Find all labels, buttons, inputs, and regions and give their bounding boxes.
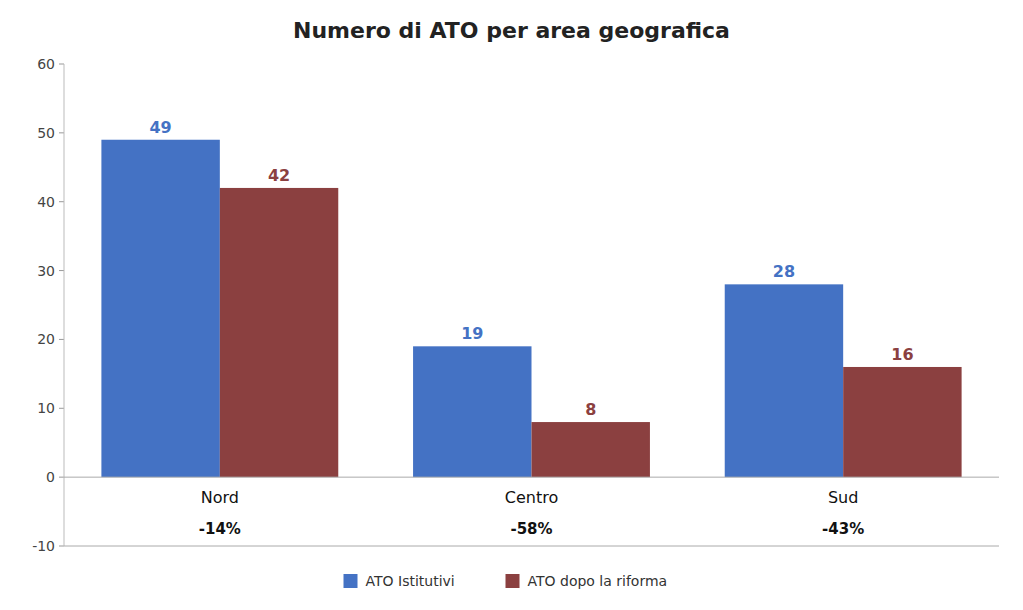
category-label: Centro xyxy=(505,488,558,507)
legend-swatch xyxy=(506,574,520,588)
data-label: 28 xyxy=(773,262,795,281)
y-tick xyxy=(59,339,64,340)
zero-line xyxy=(64,477,999,478)
y-tick xyxy=(59,270,64,271)
bar xyxy=(220,188,338,477)
y-tick xyxy=(59,546,64,547)
y-axis: -10 0 10 20 30 40 50 60 xyxy=(32,56,64,554)
annotation: -43% xyxy=(822,520,864,538)
data-label: 16 xyxy=(891,345,913,364)
bar xyxy=(413,346,531,477)
annotation: -58% xyxy=(510,520,552,538)
y-tick-label: 40 xyxy=(37,194,55,210)
y-tick-label: 30 xyxy=(37,263,55,279)
annotation: -14% xyxy=(199,520,241,538)
y-tick-label: 10 xyxy=(37,400,55,416)
bar xyxy=(532,422,650,477)
legend-label: ATO Istitutivi xyxy=(366,573,455,589)
y-tick xyxy=(59,201,64,202)
y-tick-label: 60 xyxy=(37,56,55,72)
legend-label: ATO dopo la riforma xyxy=(528,573,668,589)
category-label: Sud xyxy=(828,488,858,507)
data-label: 19 xyxy=(461,324,483,343)
y-tick xyxy=(59,477,64,478)
bar xyxy=(843,367,961,477)
legend: ATO Istitutivi ATO dopo la riforma xyxy=(344,573,668,589)
data-label: 42 xyxy=(268,166,290,185)
y-tick-label: -10 xyxy=(32,538,55,554)
y-tick xyxy=(59,408,64,409)
legend-swatch xyxy=(344,574,358,588)
title: Numero di ATO per area geografica xyxy=(293,18,730,43)
x-axis-line xyxy=(64,546,999,547)
y-tick xyxy=(59,132,64,133)
bars xyxy=(101,140,961,477)
data-label: 49 xyxy=(149,118,171,137)
bar xyxy=(101,140,219,477)
category-label: Nord xyxy=(201,488,239,507)
y-tick-label: 0 xyxy=(46,469,55,485)
y-tick xyxy=(59,64,64,65)
y-tick-label: 50 xyxy=(37,125,55,141)
y-tick-label: 20 xyxy=(37,331,55,347)
chart-container: Numero di ATO per area geografica -10 0 10 2… xyxy=(0,0,1023,610)
data-label: 8 xyxy=(585,400,596,419)
y-axis-line xyxy=(64,64,65,546)
chart: Numero di ATO per area geografica -10 0 10 2… xyxy=(0,0,1023,610)
bar xyxy=(725,284,843,477)
